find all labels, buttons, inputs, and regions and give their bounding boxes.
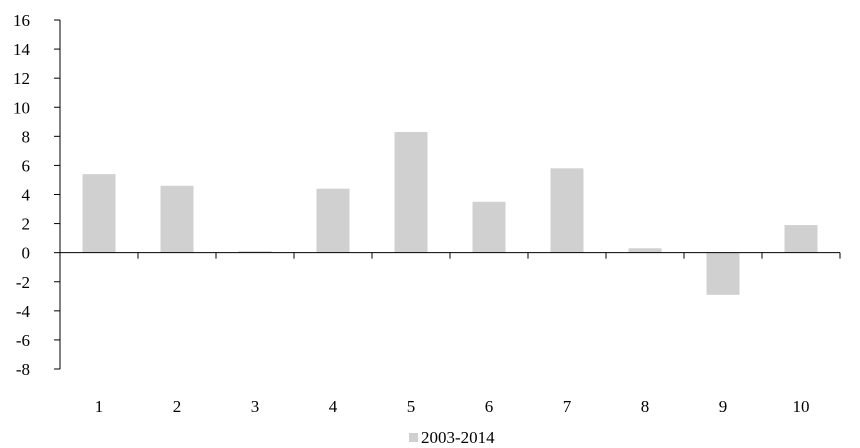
x-tick-label: 1 (95, 397, 104, 416)
y-tick-label: 16 (13, 11, 30, 30)
x-tick-label: 7 (563, 397, 572, 416)
y-tick-label: 6 (22, 156, 31, 175)
bar (472, 201, 506, 253)
y-tick-label: -2 (16, 273, 30, 292)
y-tick-label: 14 (13, 40, 31, 59)
bar (628, 248, 662, 253)
y-axis-ticks: 16 14 12 10 8 6 4 2 0 -2 -4 -6 -8 (13, 11, 60, 379)
x-tick-label: 5 (407, 397, 416, 416)
bar (706, 252, 740, 295)
x-axis-ticks: 1 2 3 4 5 6 7 8 9 10 (95, 252, 841, 416)
y-tick-label: 10 (13, 98, 30, 117)
legend-swatch (409, 433, 418, 442)
x-tick-label: 4 (329, 397, 338, 416)
x-tick-label: 10 (793, 397, 810, 416)
bar (82, 174, 116, 253)
bar (316, 188, 350, 253)
x-tick-label: 9 (719, 397, 728, 416)
legend: 2003-2014 (409, 428, 495, 447)
y-tick-label: -4 (16, 302, 31, 321)
bar (550, 168, 584, 253)
y-tick-label: 12 (13, 69, 30, 88)
y-tick-label: -8 (16, 360, 30, 379)
bar (784, 225, 818, 253)
x-tick-label: 8 (641, 397, 650, 416)
bar (238, 251, 272, 253)
y-tick-label: -6 (16, 331, 30, 350)
y-tick-label: 8 (22, 127, 31, 146)
bar (394, 131, 428, 253)
bars (82, 131, 818, 295)
y-tick-label: 4 (22, 186, 31, 205)
bar (160, 185, 194, 253)
legend-label: 2003-2014 (421, 428, 495, 447)
y-tick-label: 2 (22, 215, 31, 234)
y-tick-label: 0 (22, 244, 31, 263)
x-tick-label: 2 (173, 397, 182, 416)
x-tick-label: 3 (251, 397, 260, 416)
x-tick-label: 6 (485, 397, 494, 416)
